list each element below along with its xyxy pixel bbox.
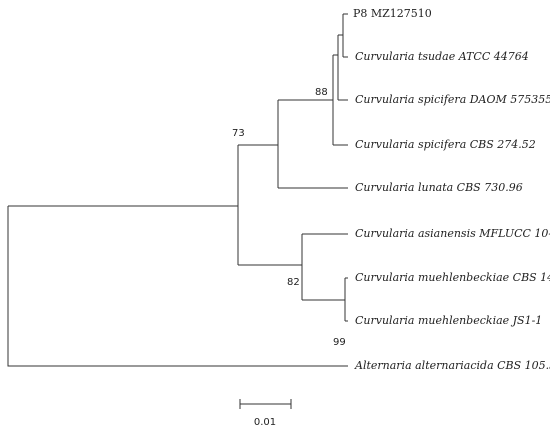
taxon-label: P8 MZ127510 bbox=[353, 7, 432, 20]
bootstrap-label: 88 bbox=[315, 87, 328, 98]
taxon-label: Curvularia muehlenbeckiae JS1-1 bbox=[355, 314, 542, 327]
taxon-label: Curvularia spicifera CBS 274.52 bbox=[355, 138, 536, 151]
scale-bar bbox=[239, 399, 292, 409]
branches bbox=[7, 13, 348, 367]
taxon-label: Curvularia asianensis MFLUCC 10-0711 bbox=[355, 227, 550, 240]
bootstrap-label: 82 bbox=[287, 277, 300, 288]
taxon-label: Curvularia muehlenbeckiae CBS 144.63 bbox=[355, 271, 550, 284]
taxon-label: Curvularia tsudae ATCC 44764 bbox=[355, 50, 529, 63]
taxon-label: Curvularia lunata CBS 730.96 bbox=[355, 181, 523, 194]
taxon-label: Curvularia spicifera DAOM 575355 bbox=[355, 93, 550, 106]
taxon-label: Alternaria alternariacida CBS 105.51 bbox=[354, 359, 550, 372]
bootstrap-label: 99 bbox=[333, 337, 346, 348]
scale-bar-label: 0.01 bbox=[254, 417, 276, 428]
bootstrap-label: 73 bbox=[232, 128, 245, 139]
